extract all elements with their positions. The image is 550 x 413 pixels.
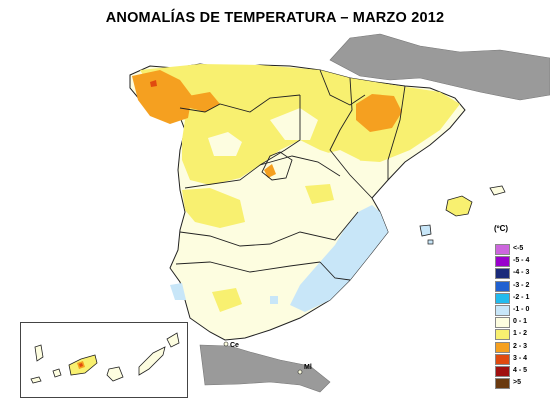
island-mallorca [445, 195, 473, 217]
island-el-hierro [30, 376, 42, 384]
anomaly-zone-2-3-navarra [356, 94, 402, 132]
legend-item: -3 - 2 [495, 280, 550, 293]
legend-item: >5 [495, 378, 550, 390]
legend-label: 4 - 5 [513, 367, 528, 374]
legend-item: 3 - 4 [495, 353, 550, 366]
legend-swatch [495, 292, 510, 304]
island-menorca [489, 185, 506, 196]
island-la-palma [34, 344, 44, 362]
canary-islands-inset [20, 322, 188, 398]
legend-label: 0 - 1 [513, 318, 528, 326]
legend-item: <-5 [495, 244, 550, 256]
legend-swatch [495, 268, 510, 280]
legend-swatch [495, 280, 510, 292]
legend-item: 4 - 5 [495, 366, 550, 378]
island-fuerteventura [138, 346, 166, 376]
legend-item: 2 - 3 [495, 341, 550, 354]
legend-label: >5 [513, 379, 521, 387]
anomaly-zone-2-3-asturias [188, 92, 220, 112]
legend-item: 0 - 1 [495, 317, 550, 329]
anomaly-zone-1-2-south [212, 288, 242, 312]
legend-item: -5 - 4 [495, 256, 550, 268]
legend-label: -3 - 2 [513, 281, 530, 289]
island-la-gomera [52, 368, 62, 378]
legend-label: -2 - 1 [513, 293, 530, 301]
france-landmass [329, 33, 550, 101]
marker-ceuta [223, 341, 229, 347]
anomaly-zone-2-3-galicia [132, 70, 192, 124]
legend-label: <-5 [513, 245, 524, 252]
anomaly-zone-1-2-center [305, 184, 334, 204]
anomaly-zone-minus1-0-small [270, 296, 278, 304]
anomaly-zone-3-4-spot [150, 80, 157, 87]
legend-label: -1 - 0 [513, 306, 530, 313]
legend-label: -5 - 4 [513, 257, 530, 265]
africa-landmass [199, 344, 331, 393]
legend-item: -4 - 3 [495, 268, 550, 280]
legend-swatch [495, 378, 510, 390]
island-ibiza [419, 224, 432, 237]
island-formentera [427, 239, 434, 245]
label-ceuta: Ce [230, 342, 239, 349]
legend-item: -2 - 1 [495, 292, 550, 305]
label-melilla: Ml [304, 364, 312, 371]
anomaly-zone-tenerife-hot [79, 363, 83, 367]
legend-label: 1 - 2 [513, 330, 528, 338]
region-borders [175, 69, 406, 281]
legend-label: 2 - 3 [513, 342, 528, 350]
anomaly-zone-0-1-north-hole [208, 132, 242, 156]
legend-swatch [495, 341, 510, 353]
marker-melilla [297, 369, 303, 375]
legend-swatch [495, 366, 510, 377]
legend-swatch [495, 317, 510, 329]
map-title: ANOMALÍAS DE TEMPERATURA – MARZO 2012 [105, 10, 445, 26]
anomaly-zone-minus1-0-southwest [170, 283, 186, 300]
legend-item: -1 - 0 [495, 305, 550, 317]
island-lanzarote [166, 332, 180, 348]
legend-swatch [495, 353, 510, 365]
legend-swatch [495, 244, 510, 255]
anomaly-zone-minus1-0-southeast [290, 205, 388, 312]
anomaly-zone-1-2-west [182, 188, 245, 228]
anomaly-zone-2-3-madrid [264, 164, 276, 178]
legend-swatch [495, 305, 510, 316]
legend-item: 1 - 2 [495, 329, 550, 341]
legend-label: -4 - 3 [513, 269, 530, 277]
anomaly-zone-0-1-center [270, 108, 318, 140]
legend-unit: (ºC) [494, 224, 509, 233]
legend-label: 3 - 4 [513, 354, 528, 362]
legend-swatch [495, 329, 510, 341]
legend-swatch [495, 256, 510, 268]
island-gran-canaria [106, 366, 124, 382]
canary-islands-map [30, 332, 180, 384]
